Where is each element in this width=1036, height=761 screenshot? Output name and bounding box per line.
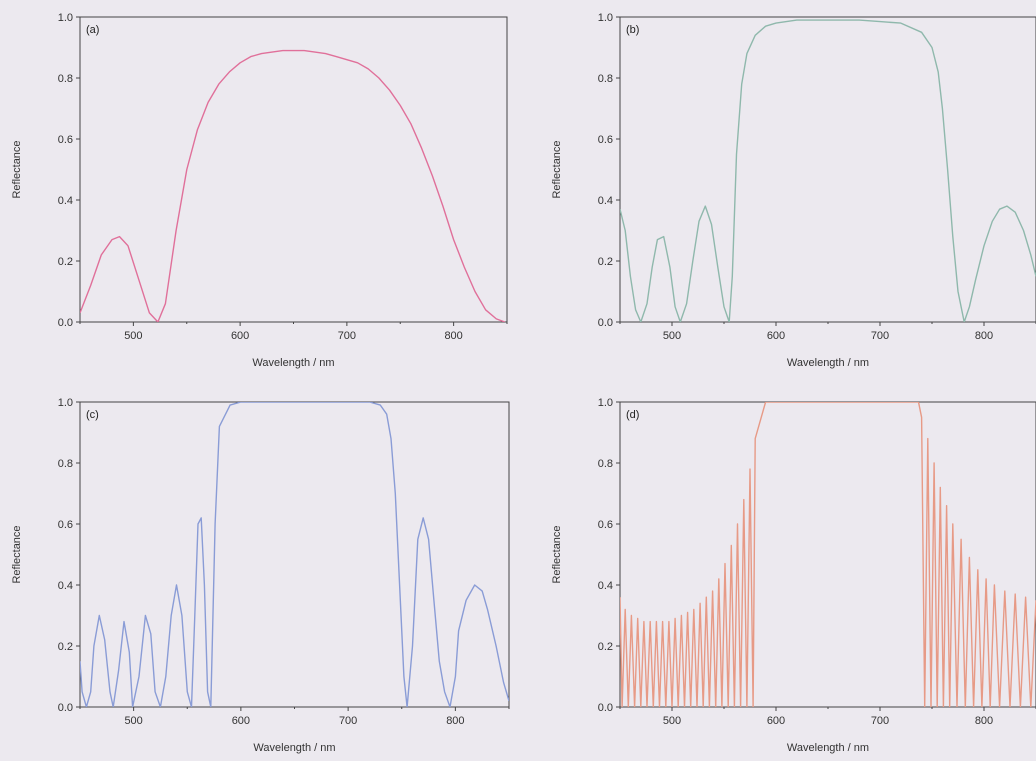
y-tick-label: 1.0 [58,12,73,24]
x-tick-label: 500 [124,330,142,342]
panel-a: 0.0 0.2 0.4 0.6 0.8 1.0 500 600 700 800 Wavelength… [11,12,508,369]
panel-label: (d) [626,409,639,421]
y-axis-title: Reflectance [551,525,563,583]
y-tick-label: 1.0 [58,397,73,409]
x-tick-label: 700 [339,715,357,727]
x-tick-label: 700 [871,715,889,727]
series-line [620,19,1036,322]
x-tick-label: 800 [975,330,993,342]
y-axis-title: Reflectance [11,140,23,198]
y-tick-label: 0.4 [58,580,73,592]
y-tick-label: 0.0 [598,702,613,714]
x-tick-label: 800 [975,715,993,727]
y-tick-label: 0.2 [58,256,73,268]
y-tick-label: 0.8 [58,458,73,470]
y-tick-label: 0.0 [58,317,73,329]
y-tick-label: 0.4 [598,580,613,592]
y-tick-label: 0.0 [598,317,613,329]
y-tick-label: 0.8 [598,458,613,470]
x-axis-title: Wavelength / nm [787,742,869,754]
x-axis-title: Wavelength / nm [787,357,869,369]
y-tick-label: 0.6 [58,134,73,146]
y-tick-label: 0.4 [598,195,613,207]
series-line [80,49,506,322]
y-tick-label: 0.6 [598,519,613,531]
panel-label: (a) [86,24,99,36]
y-tick-label: 1.0 [598,12,613,24]
plot-frame [79,401,510,708]
y-tick-label: 0.6 [598,134,613,146]
x-tick-label: 800 [444,330,462,342]
x-tick-label: 700 [871,330,889,342]
x-tick-label: 800 [446,715,464,727]
plot-frame [619,16,1036,323]
y-tick-label: 0.8 [598,73,613,85]
y-tick-label: 0.4 [58,195,73,207]
series-line [80,402,509,707]
y-tick-label: 0.2 [598,641,613,653]
y-tick-label: 0.6 [58,519,73,531]
panel-b: 0.0 0.2 0.4 0.6 0.8 1.0 500 600 700 800 Wavelength… [551,12,1036,369]
y-tick-label: 0.8 [58,73,73,85]
y-tick-label: 1.0 [598,397,613,409]
x-tick-label: 500 [663,715,681,727]
x-tick-label: 500 [663,330,681,342]
panel-label: (b) [626,24,639,36]
plot-frame [79,16,508,323]
x-tick-label: 600 [767,330,785,342]
x-axis-title: Wavelength / nm [253,742,335,754]
x-tick-label: 600 [232,715,250,727]
series-line [620,402,1036,707]
x-tick-label: 600 [231,330,249,342]
x-axis-title: Wavelength / nm [252,357,334,369]
y-tick-label: 0.2 [598,256,613,268]
y-axis-title: Reflectance [551,140,563,198]
x-tick-label: 700 [338,330,356,342]
x-tick-label: 500 [124,715,142,727]
panel-label: (c) [86,409,99,421]
y-tick-label: 0.0 [58,702,73,714]
y-axis-title: Reflectance [11,525,23,583]
x-tick-label: 600 [767,715,785,727]
panel-c: 0.0 0.2 0.4 0.6 0.8 1.0 500 600 700 800 Wavelength… [11,397,510,754]
y-tick-label: 0.2 [58,641,73,653]
panel-d: 0.0 0.2 0.4 0.6 0.8 1.0 500 600 700 800 Wavelength… [551,397,1036,754]
